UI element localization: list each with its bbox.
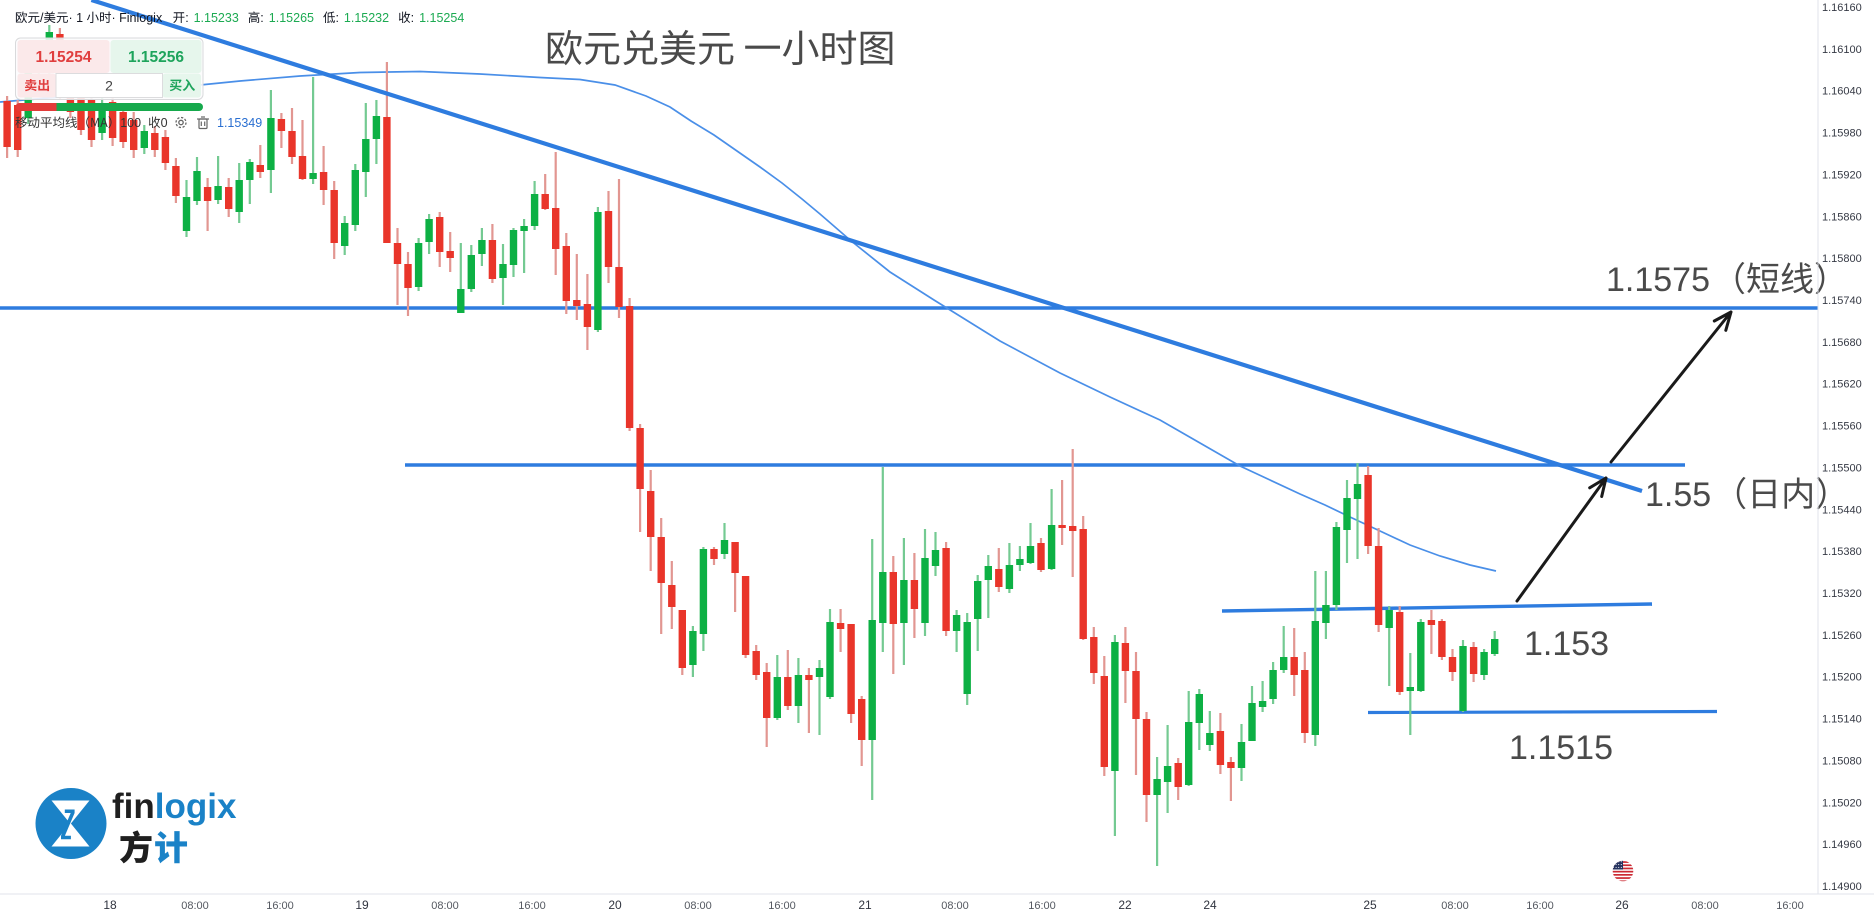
svg-text:1.55: 1.55 [1645, 476, 1711, 514]
svg-text:1.15740: 1.15740 [1822, 295, 1862, 307]
svg-text:fin: fin [112, 787, 155, 826]
svg-text:1.15140: 1.15140 [1822, 714, 1862, 726]
svg-text:16:00: 16:00 [518, 900, 546, 912]
svg-text:21: 21 [858, 898, 872, 912]
svg-text:22: 22 [1118, 898, 1132, 912]
svg-text::: : [185, 11, 188, 25]
svg-text:08:00: 08:00 [941, 900, 969, 912]
svg-text:19: 19 [355, 898, 369, 912]
svg-text:1.1575: 1.1575 [1606, 261, 1710, 299]
svg-text:1.15233: 1.15233 [194, 11, 239, 25]
svg-text:0: 0 [161, 116, 168, 130]
svg-text:1.15560: 1.15560 [1822, 421, 1862, 433]
svg-text:1.15256: 1.15256 [128, 49, 184, 66]
svg-text:1.15620: 1.15620 [1822, 379, 1862, 391]
svg-text:logix: logix [155, 787, 237, 826]
svg-text:08:00: 08:00 [684, 900, 712, 912]
svg-text:1.15980: 1.15980 [1822, 128, 1862, 140]
svg-text:1.15320: 1.15320 [1822, 588, 1862, 600]
svg-text:1.14960: 1.14960 [1822, 839, 1862, 851]
svg-text:1.15920: 1.15920 [1822, 169, 1862, 181]
svg-text:08:00: 08:00 [1441, 900, 1469, 912]
svg-text:16:00: 16:00 [768, 900, 796, 912]
svg-text::: : [411, 11, 414, 25]
svg-text::: : [336, 11, 339, 25]
svg-text:08:00: 08:00 [1691, 900, 1719, 912]
svg-text:20: 20 [608, 898, 622, 912]
svg-text:18: 18 [103, 898, 117, 912]
svg-text:· Finlogix: · Finlogix [112, 11, 163, 25]
svg-text:1.15020: 1.15020 [1822, 797, 1862, 809]
svg-text:24: 24 [1203, 898, 1217, 912]
svg-text:1.15380: 1.15380 [1822, 546, 1862, 558]
svg-text:1.15349: 1.15349 [217, 116, 262, 130]
svg-text:1.15260: 1.15260 [1822, 630, 1862, 642]
svg-text:16:00: 16:00 [1028, 900, 1056, 912]
svg-text:08:00: 08:00 [181, 900, 209, 912]
svg-text:08:00: 08:00 [431, 900, 459, 912]
svg-text:1.15440: 1.15440 [1822, 504, 1862, 516]
svg-text:16:00: 16:00 [1776, 900, 1804, 912]
svg-text:1.14900: 1.14900 [1822, 881, 1862, 893]
svg-text:1.16040: 1.16040 [1822, 86, 1862, 98]
svg-text:1.15254: 1.15254 [419, 11, 464, 25]
svg-text:1.15254: 1.15254 [35, 49, 91, 66]
svg-text:1.15200: 1.15200 [1822, 672, 1862, 684]
svg-text:1.15080: 1.15080 [1822, 755, 1862, 767]
svg-text:1.1515: 1.1515 [1509, 729, 1613, 767]
svg-text:1.15800: 1.15800 [1822, 253, 1862, 265]
svg-text:2: 2 [105, 78, 113, 94]
svg-text:26: 26 [1615, 898, 1629, 912]
svg-text:/: / [40, 11, 44, 25]
svg-text:25: 25 [1363, 898, 1377, 912]
svg-text:1.16100: 1.16100 [1822, 44, 1862, 56]
svg-text:1.15232: 1.15232 [344, 11, 389, 25]
svg-text:1.15680: 1.15680 [1822, 337, 1862, 349]
svg-text:16:00: 16:00 [266, 900, 294, 912]
svg-text:1.15860: 1.15860 [1822, 211, 1862, 223]
svg-text:16:00: 16:00 [1526, 900, 1554, 912]
svg-text:100: 100 [120, 116, 141, 130]
svg-text:1.15500: 1.15500 [1822, 462, 1862, 474]
svg-text:· 1: · 1 [69, 11, 84, 25]
svg-text::: : [260, 11, 263, 25]
svg-text:1.15265: 1.15265 [269, 11, 314, 25]
svg-text:1.153: 1.153 [1524, 625, 1609, 663]
svg-text:1.16160: 1.16160 [1822, 2, 1862, 14]
